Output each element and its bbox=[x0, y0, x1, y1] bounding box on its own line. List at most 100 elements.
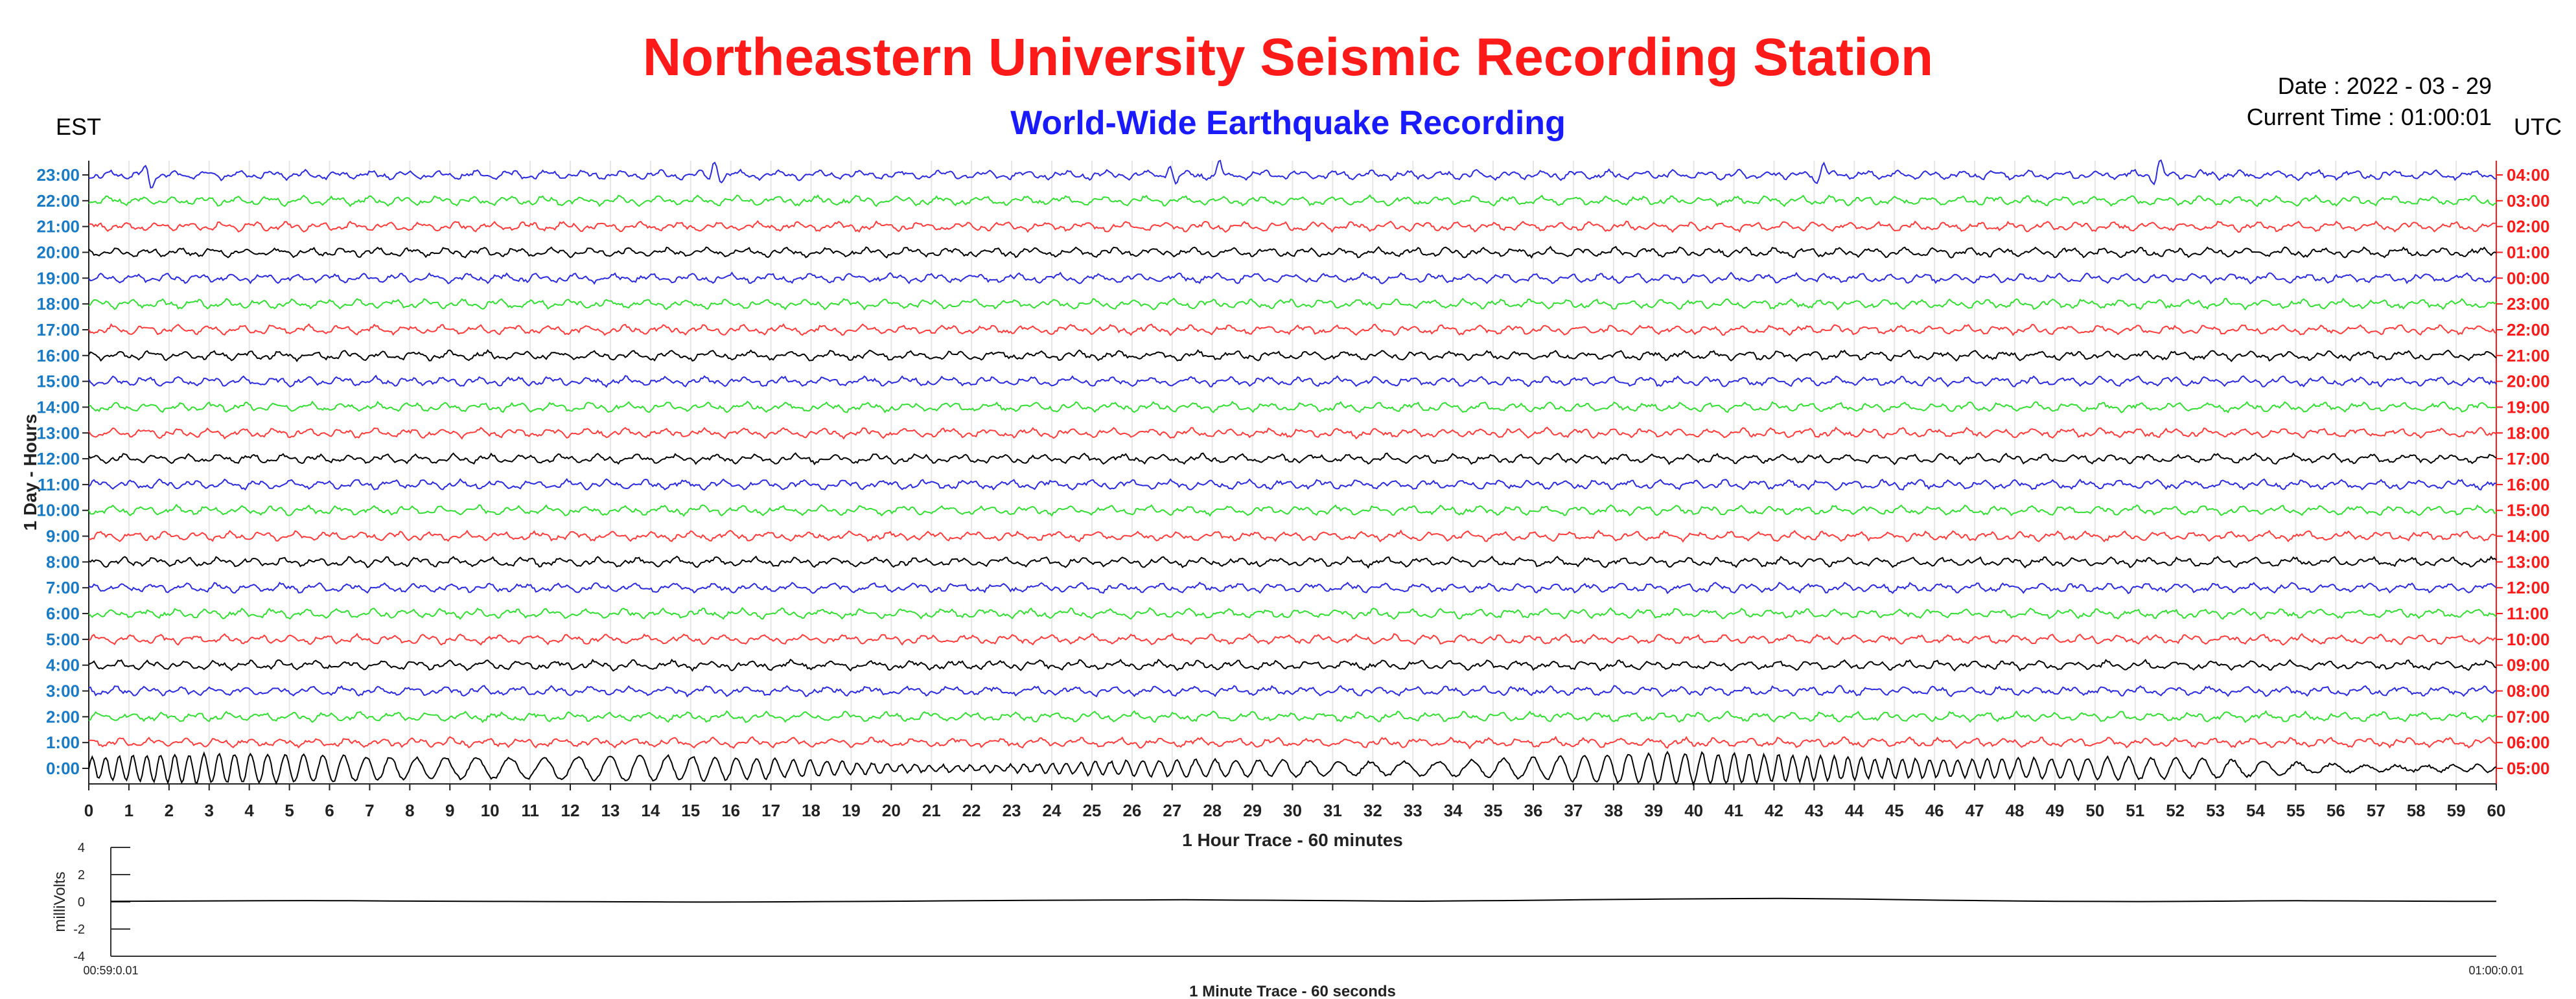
est-hour-label: 19:00 bbox=[37, 268, 80, 288]
trace-hour-12 bbox=[88, 452, 2497, 466]
utc-hour-label: 14:00 bbox=[2507, 527, 2550, 546]
x-tick-label: 40 bbox=[1684, 801, 1703, 820]
minute-x-end-label: 01:00:0.01 bbox=[2468, 964, 2524, 977]
utc-hour-label: 02:00 bbox=[2507, 217, 2550, 236]
utc-hour-label: 22:00 bbox=[2507, 320, 2550, 339]
x-tick-label: 16 bbox=[721, 801, 740, 820]
trace-hour-0 bbox=[88, 750, 2497, 787]
x-tick-label: 30 bbox=[1283, 801, 1302, 820]
x-tick-label: 28 bbox=[1203, 801, 1222, 820]
x-tick-label: 6 bbox=[325, 801, 334, 820]
utc-hour-label: 01:00 bbox=[2507, 242, 2550, 262]
chart-subtitle: World-Wide Earthquake Recording bbox=[1010, 104, 1566, 142]
x-tick-label: 13 bbox=[601, 801, 620, 820]
x-tick-label: 18 bbox=[802, 801, 820, 820]
trace-hour-6 bbox=[88, 606, 2497, 621]
x-tick-label: 21 bbox=[922, 801, 941, 820]
trace-hour-3 bbox=[88, 685, 2497, 698]
est-hour-label: 6:00 bbox=[46, 604, 80, 623]
est-hour-label: 1:00 bbox=[46, 733, 80, 752]
x-tick-label: 33 bbox=[1404, 801, 1422, 820]
x-tick-label: 44 bbox=[1845, 801, 1864, 820]
utc-hour-label: 09:00 bbox=[2507, 656, 2550, 675]
x-tick-label: 7 bbox=[365, 801, 374, 820]
est-hour-label: 13:00 bbox=[37, 423, 80, 442]
trace-hour-2 bbox=[88, 710, 2497, 724]
utc-hour-label: 18:00 bbox=[2507, 423, 2550, 442]
est-hour-label: 0:00 bbox=[46, 759, 80, 778]
est-hour-label: 16:00 bbox=[37, 346, 80, 365]
est-hour-label: 2:00 bbox=[46, 707, 80, 726]
trace-hour-17 bbox=[88, 323, 2497, 337]
est-hour-label: 12:00 bbox=[37, 449, 80, 468]
utc-hour-label: 23:00 bbox=[2507, 294, 2550, 314]
x-tick-label: 20 bbox=[882, 801, 901, 820]
utc-hour-label: 15:00 bbox=[2507, 501, 2550, 520]
x-tick-label: 19 bbox=[842, 801, 861, 820]
utc-hour-label: 11:00 bbox=[2507, 604, 2549, 623]
x-tick-label: 36 bbox=[1524, 801, 1543, 820]
est-hour-label: 17:00 bbox=[37, 320, 80, 339]
x-tick-label: 43 bbox=[1805, 801, 1824, 820]
est-hour-label: 8:00 bbox=[46, 552, 80, 571]
x-tick-label: 38 bbox=[1604, 801, 1623, 820]
x-tick-label: 11 bbox=[521, 801, 539, 820]
trace-hour-15 bbox=[88, 374, 2497, 388]
est-hour-label: 11:00 bbox=[38, 475, 80, 494]
trace-hour-4 bbox=[88, 658, 2497, 672]
utc-hour-label: 16:00 bbox=[2507, 475, 2550, 494]
x-tick-label: 41 bbox=[1724, 801, 1743, 820]
x-tick-label: 27 bbox=[1163, 801, 1181, 820]
x-tick-label: 54 bbox=[2246, 801, 2265, 820]
utc-hour-label: 04:00 bbox=[2507, 165, 2550, 185]
x-tick-label: 52 bbox=[2166, 801, 2185, 820]
x-tick-label: 46 bbox=[1925, 801, 1944, 820]
date-label: Date : 2022 - 03 - 29 bbox=[2277, 73, 2492, 99]
x-tick-label: 51 bbox=[2126, 801, 2144, 820]
utc-hour-label: 19:00 bbox=[2507, 397, 2550, 417]
est-hour-label: 18:00 bbox=[37, 294, 80, 314]
trace-hour-7 bbox=[88, 581, 2497, 595]
trace-hour-8 bbox=[88, 555, 2497, 569]
est-hour-label: 15:00 bbox=[37, 372, 80, 391]
trace-hour-22 bbox=[88, 194, 2497, 207]
minute-y-tick-label: 0 bbox=[78, 895, 85, 910]
x-tick-label: 15 bbox=[681, 801, 700, 820]
minute-y-axis-label: milliVolts bbox=[51, 871, 69, 932]
utc-hour-label: 20:00 bbox=[2507, 372, 2550, 391]
x-tick-label: 4 bbox=[244, 801, 254, 820]
hourly-helicorder-chart: 0 1 2 3 4 5 6 7 8 9 10 11 12 13 14 15 16 17 18 19 20 21 22 23 24… bbox=[20, 159, 2550, 850]
x-tick-label: 32 bbox=[1363, 801, 1382, 820]
est-hour-label: 20:00 bbox=[37, 242, 80, 262]
est-hour-label: 22:00 bbox=[37, 191, 80, 211]
y-axis-label: 1 Day - Hours bbox=[20, 414, 40, 531]
x-tick-label: 37 bbox=[1564, 801, 1583, 820]
x-tick-label: 35 bbox=[1484, 801, 1503, 820]
est-hour-label: 21:00 bbox=[37, 217, 80, 236]
est-hour-label: 3:00 bbox=[46, 682, 80, 701]
x-tick-label: 12 bbox=[561, 801, 580, 820]
x-tick-label: 0 bbox=[84, 801, 93, 820]
x-tick-label: 23 bbox=[1003, 801, 1021, 820]
est-hour-label: 5:00 bbox=[46, 630, 80, 649]
x-tick-label: 56 bbox=[2327, 801, 2345, 820]
x-tick-label: 50 bbox=[2085, 801, 2104, 820]
trace-hour-5 bbox=[88, 632, 2497, 646]
x-tick-label: 8 bbox=[405, 801, 414, 820]
x-tick-label: 31 bbox=[1323, 801, 1342, 820]
trace-hour-14 bbox=[88, 400, 2497, 414]
minute-x-axis-label: 1 Minute Trace - 60 seconds bbox=[1189, 983, 1396, 999]
x-tick-label: 48 bbox=[2006, 801, 2025, 820]
x-tick-label: 58 bbox=[2407, 801, 2426, 820]
x-tick-label: 10 bbox=[481, 801, 500, 820]
utc-hour-label: 21:00 bbox=[2507, 346, 2550, 365]
minute-x-start-label: 00:59:0.01 bbox=[83, 964, 138, 977]
x-tick-label: 26 bbox=[1122, 801, 1141, 820]
timezone-left-label: EST bbox=[56, 113, 102, 140]
est-hour-label: 4:00 bbox=[46, 656, 80, 675]
x-tick-label: 55 bbox=[2286, 801, 2305, 820]
x-tick-label: 22 bbox=[962, 801, 981, 820]
x-tick-label: 60 bbox=[2487, 801, 2506, 820]
minute-trace-chart: 4 2 0 -2 -4 milliVolts 00:59:0.01 01:00:0.01 1 M… bbox=[51, 841, 2524, 999]
